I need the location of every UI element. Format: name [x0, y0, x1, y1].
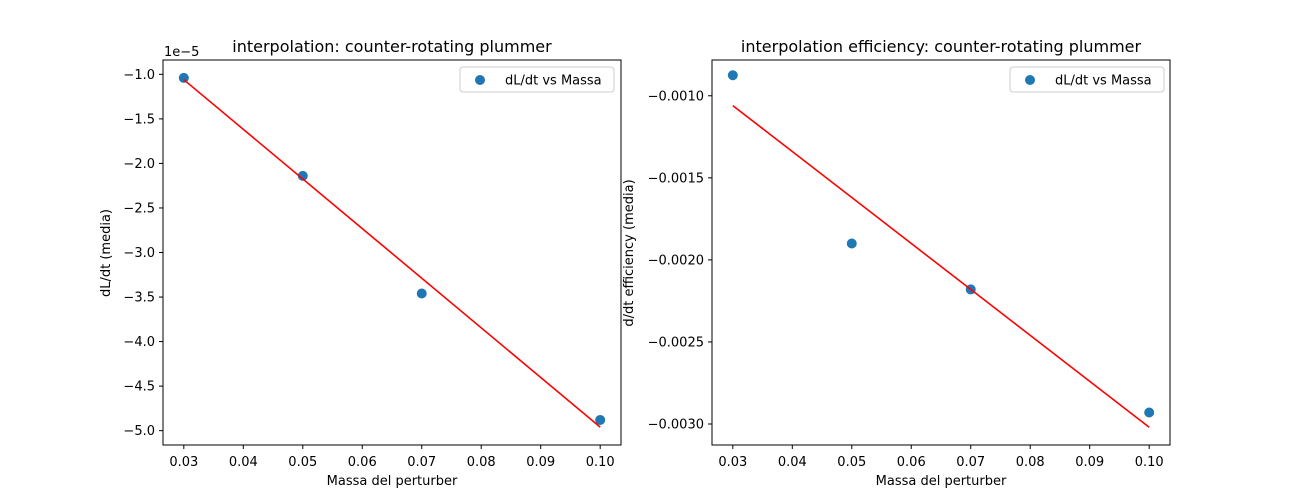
left-x-tick-label: 0.06 [348, 455, 377, 470]
left-legend-box [459, 66, 615, 93]
left-x-tick-label: 0.03 [169, 455, 198, 470]
right-x-tick-label: 0.07 [956, 455, 985, 470]
left-fit-line [183, 79, 601, 428]
right-chart-panel: interpolation efficiency: counter-rotati… [622, 37, 1171, 489]
right-legend-label: dL/dt vs Massa [1055, 74, 1152, 89]
right-data-point [846, 238, 857, 249]
right-legend-box [1009, 66, 1165, 93]
left-y-tick-label: −4.0 [123, 335, 155, 350]
right-y-tick-label: −0.0030 [648, 417, 704, 432]
right-y-tick-label: −0.0010 [648, 89, 704, 104]
right-y-axis-label: d/dt efficiency (media) [622, 179, 637, 326]
left-chart-title: interpolation: counter-rotating plummer [232, 37, 552, 56]
left-y-tick-label: −3.0 [123, 246, 155, 261]
right-x-tick-label: 0.10 [1135, 455, 1164, 470]
left-y-offset-text: 1e−5 [164, 45, 199, 60]
left-data-point [297, 170, 308, 181]
right-data-point [1144, 407, 1155, 418]
left-x-tick-label: 0.09 [526, 455, 555, 470]
left-data-point [595, 414, 606, 425]
left-x-axis-label: Massa del perturber [327, 474, 458, 489]
left-data-point [178, 72, 189, 83]
right-y-tick-label: −0.0020 [648, 253, 704, 268]
right-x-tick-label: 0.04 [778, 455, 807, 470]
right-x-tick-label: 0.06 [897, 455, 926, 470]
left-x-tick-label: 0.07 [407, 455, 436, 470]
left-y-tick-label: −2.5 [123, 201, 155, 216]
left-x-tick-label: 0.05 [288, 455, 317, 470]
left-x-tick-label: 0.04 [229, 455, 258, 470]
right-y-tick-label: −0.0015 [648, 171, 704, 186]
left-legend: dL/dt vs Massa [459, 66, 615, 93]
right-fit-line [732, 104, 1150, 428]
left-y-tick-label: −3.5 [123, 291, 155, 306]
right-chart-title: interpolation efficiency: counter-rotati… [741, 37, 1142, 56]
left-y-axis-label: dL/dt (media) [99, 209, 114, 297]
left-legend-label: dL/dt vs Massa [505, 74, 602, 89]
right-legend: dL/dt vs Massa [1009, 66, 1165, 93]
left-y-tick-label: −5.0 [123, 424, 155, 439]
left-axes-frame [162, 59, 622, 446]
left-y-tick-label: −4.5 [123, 380, 155, 395]
right-x-tick-label: 0.08 [1016, 455, 1045, 470]
right-plot-area: 0.03 0.04 0.05 0.06 0.07 0.08 0.09 0.10 −0.0010 −… [648, 70, 1164, 470]
right-y-tick-label: −0.0025 [648, 335, 704, 350]
left-x-tick-label: 0.10 [586, 455, 615, 470]
left-data-point [416, 288, 427, 299]
right-x-axis-label: Massa del perturber [876, 474, 1007, 489]
left-x-tick-label: 0.08 [467, 455, 496, 470]
right-x-tick-label: 0.03 [718, 455, 747, 470]
left-legend-marker [475, 75, 485, 85]
left-chart-panel: interpolation: counter-rotating plummer … [99, 37, 622, 489]
left-plot-area: 0.03 0.04 0.05 0.06 0.07 0.08 0.09 0.10 −1.0 −1.5… [123, 68, 614, 470]
right-legend-marker [1025, 75, 1035, 85]
right-x-tick-label: 0.09 [1075, 455, 1104, 470]
right-data-point [727, 70, 738, 81]
left-y-tick-label: −1.5 [123, 112, 155, 127]
right-x-tick-label: 0.05 [837, 455, 866, 470]
left-y-tick-label: −2.0 [123, 157, 155, 172]
left-y-tick-label: −1.0 [123, 68, 155, 83]
right-axes-frame [711, 59, 1171, 446]
